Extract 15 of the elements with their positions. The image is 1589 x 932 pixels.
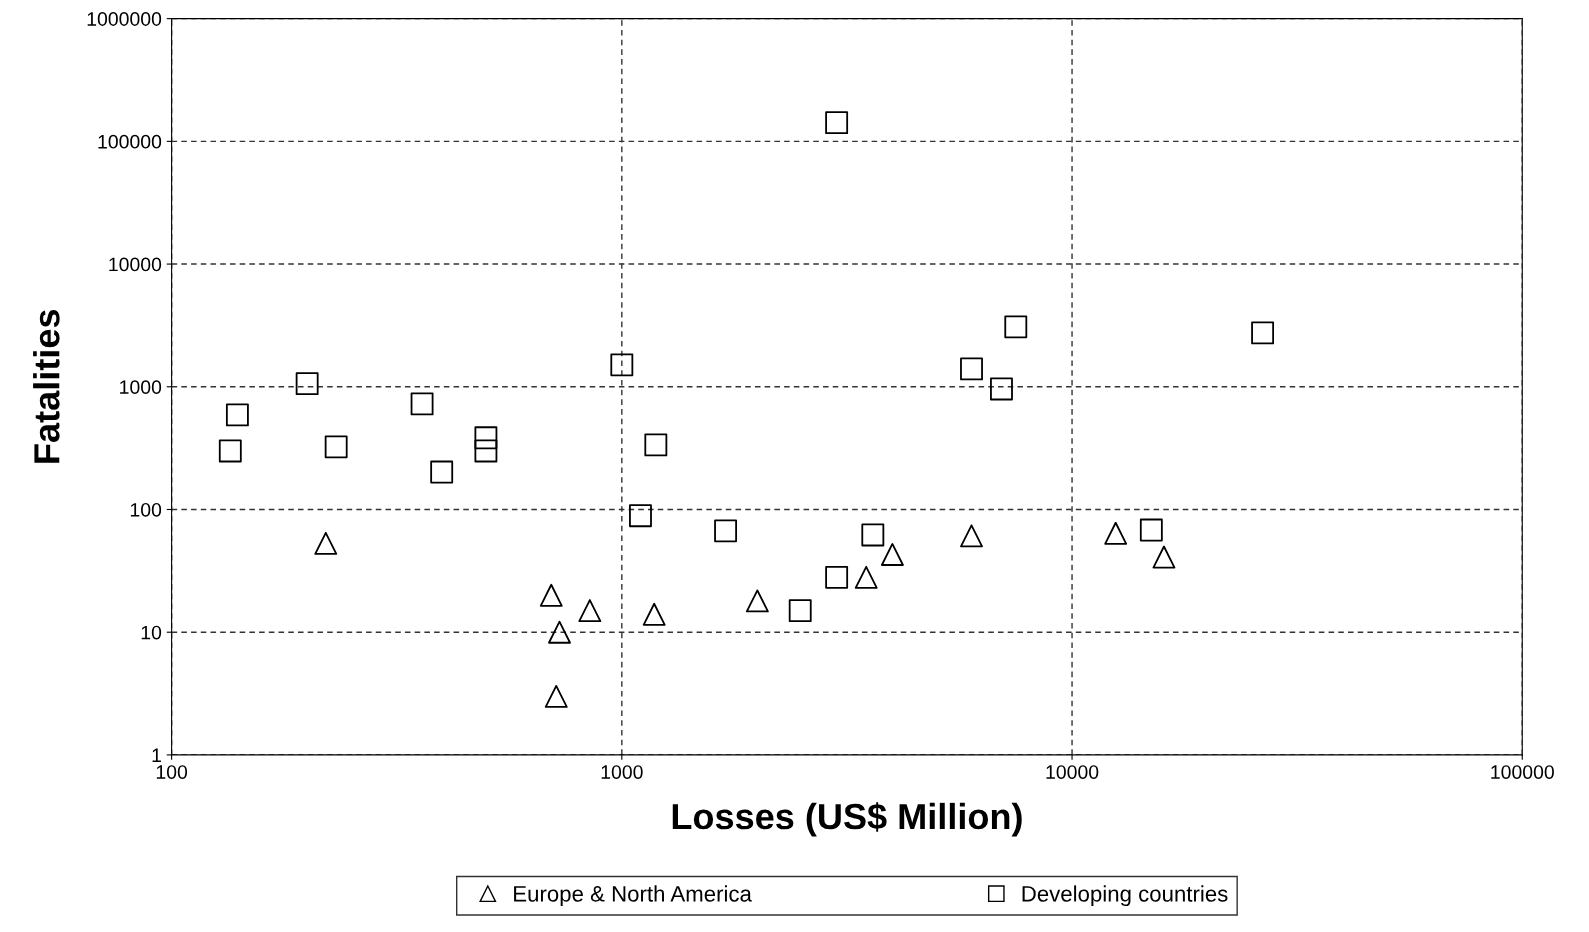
x-tick-label: 1000 (601, 765, 643, 779)
y-tick-label: 1000 (120, 380, 162, 395)
y-tick-label: 10 (141, 625, 162, 640)
x-axis-title: Losses (US$ Million) (672, 802, 1022, 837)
legend-label: Developing countries (1022, 885, 1228, 907)
x-tick-label: 10000 (1046, 765, 1099, 779)
y-tick-label: 100000 (98, 134, 162, 149)
legend-label: Europe & North America (514, 885, 752, 907)
x-tick-label: 100000 (1491, 765, 1554, 779)
y-tick-label: 100 (130, 502, 162, 517)
y-tick-label: 1 (152, 748, 161, 762)
y-tick-label: 10000 (109, 257, 162, 272)
y-axis-title: Fatalities (33, 309, 60, 463)
x-tick-label: 100 (156, 765, 188, 779)
y-tick-label: 1000000 (87, 12, 162, 26)
